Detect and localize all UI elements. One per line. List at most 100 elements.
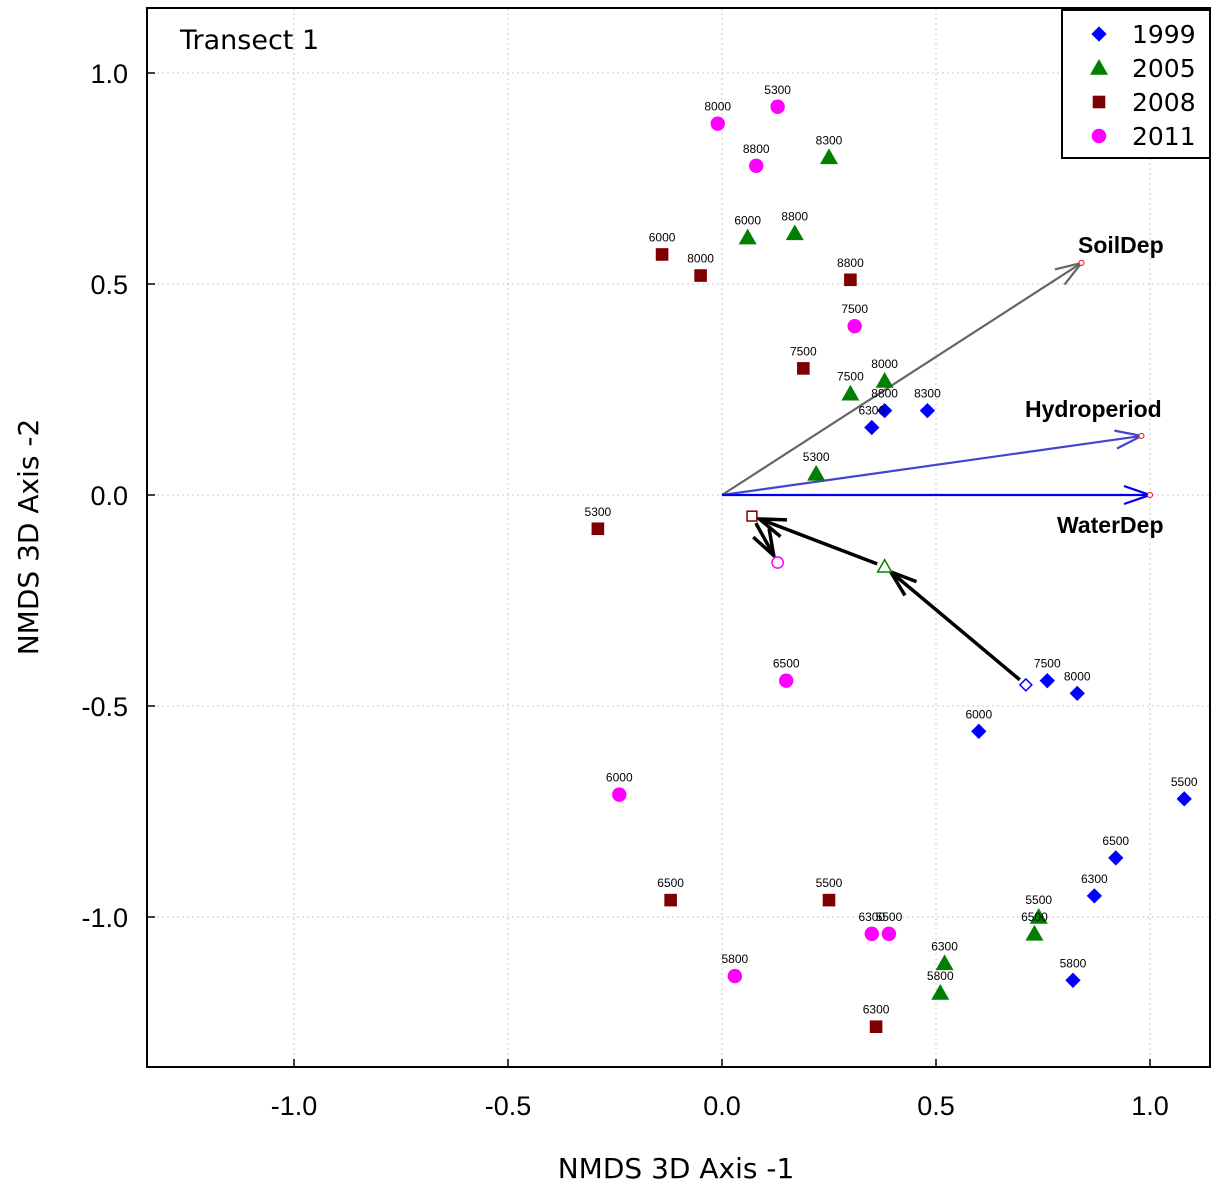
point-label-2005-5300: 5300 — [803, 450, 830, 464]
series-2011: 5300 8000 8800 7500 6500 6000 6300 5500 5800 — [606, 83, 903, 984]
point-2008-7500 — [797, 362, 810, 375]
point-2005-5300 — [807, 464, 826, 481]
point-1999-5800 — [1065, 972, 1081, 988]
axis-ticks: -1.0 -0.5 0.0 0.5 1.0 1.0 0.5 0.0 -0.5 -1.0 — [81, 59, 1168, 1121]
point-2005-5800 — [931, 983, 950, 1000]
series-2005: 8300 6000 8800 8000 7500 5300 5500 6500 6300 5800 — [734, 133, 1052, 1000]
point-label-2011-5300: 5300 — [764, 83, 791, 97]
point-2005-8800 — [785, 224, 804, 241]
point-label-2005-8000: 8000 — [871, 357, 898, 371]
centroid-marker-circle — [771, 556, 784, 569]
point-label-2005-6500: 6500 — [1021, 910, 1048, 924]
point-label-2008-7500: 7500 — [790, 344, 817, 358]
point-1999-6000 — [971, 723, 987, 739]
point-label-2005-6000: 6000 — [734, 214, 761, 228]
point-2008-5500 — [822, 893, 836, 907]
vector-waterdep-endpoint — [1147, 492, 1153, 498]
centroid-arrow-shaft — [754, 522, 776, 557]
point-2005-8300 — [820, 148, 838, 165]
point-1999-6300 — [1086, 888, 1103, 904]
vector-hydroperiod-label: Hydroperiod — [1025, 396, 1162, 422]
point-2005-6000 — [738, 228, 757, 245]
point-2011-5300 — [770, 99, 785, 114]
point-1999-5500 — [1176, 791, 1192, 807]
legend-box — [1061, 9, 1211, 159]
plot-frame — [146, 7, 1211, 1068]
centroid-trajectory — [746, 510, 1033, 692]
centroid-marker-square — [746, 510, 758, 522]
point-1999-6300 — [864, 419, 880, 436]
y-tick-label: -0.5 — [81, 692, 128, 722]
point-2008-6500 — [664, 893, 677, 907]
vector-hydroperiod-endpoint — [1138, 432, 1145, 439]
point-label-2011-7500: 7500 — [841, 302, 868, 316]
point-label-2008-8000: 8000 — [687, 252, 714, 266]
legend-marker-2011 — [1091, 128, 1107, 144]
point-1999-8000 — [1069, 685, 1085, 701]
point-label-1999-6300: 6300 — [858, 403, 885, 417]
point-2011-6500 — [779, 673, 794, 688]
point-2011-6000 — [612, 787, 627, 802]
legend-label-1999: 1999 — [1132, 20, 1196, 49]
point-2008-6000 — [655, 248, 669, 261]
legend-label-2008: 2008 — [1132, 88, 1196, 117]
x-tick-label: 0.5 — [917, 1091, 955, 1121]
point-label-2011-6000: 6000 — [606, 771, 633, 785]
point-label-1999-6000: 6000 — [965, 707, 992, 721]
point-label-2011-6500: 6500 — [773, 657, 800, 671]
x-axis-title: NMDS 3D Axis -1 — [558, 1152, 795, 1185]
point-label-2008-5300: 5300 — [585, 505, 612, 519]
centroid-arrow-shaft — [889, 570, 1021, 682]
point-2011-5800 — [727, 968, 743, 984]
y-tick-label: 0.5 — [90, 270, 128, 300]
point-2011-5500 — [881, 926, 897, 942]
point-label-2005-5500: 5500 — [1025, 893, 1052, 907]
x-tick-label: -1.0 — [271, 1091, 318, 1121]
point-2005-7500 — [841, 384, 860, 401]
point-1999-8800 — [876, 402, 893, 419]
point-label-2011-8000: 8000 — [704, 100, 731, 114]
point-2005-6300 — [935, 954, 954, 971]
point-2005-8000 — [875, 372, 894, 388]
vector-soildep-arrow-shaft — [721, 261, 1083, 496]
series-2008: 6000 8000 8800 7500 5300 6500 5500 6300 — [585, 230, 890, 1034]
y-axis-title: NMDS 3D Axis -2 — [12, 419, 45, 656]
legend-marker-2008 — [1092, 95, 1106, 109]
legend-label-2005: 2005 — [1132, 54, 1196, 83]
y-tick-label: -1.0 — [81, 903, 128, 933]
point-1999-7500 — [1039, 673, 1055, 689]
point-label-2008-5500: 5500 — [816, 876, 843, 890]
point-label-2005-7500: 7500 — [837, 370, 864, 384]
centroid-marker-diamond — [1018, 677, 1033, 692]
y-tick-label: 0.0 — [90, 481, 128, 511]
point-label-2011-5800: 5800 — [721, 952, 748, 966]
data-points: 8800 6300 8300 7500 8000 6000 5500 6500 6300 5800… — [585, 83, 1198, 1034]
point-label-2005-8300: 8300 — [816, 133, 843, 147]
point-label-2011-8800: 8800 — [743, 142, 770, 156]
legend-marker-2005 — [1090, 59, 1108, 75]
point-label-2011-5500: 5500 — [876, 910, 903, 924]
point-label-1999-5800: 5800 — [1060, 956, 1087, 970]
centroid-arrow-head — [752, 528, 777, 561]
point-2008-5300 — [591, 522, 605, 536]
point-label-1999-8300: 8300 — [914, 387, 941, 401]
centroid-marker-triangle — [876, 558, 893, 573]
point-label-2005-8800: 8800 — [781, 209, 808, 223]
vector-hydroperiod-arrow-shaft — [721, 434, 1142, 497]
point-2005-6500 — [1025, 924, 1044, 941]
point-1999-6500 — [1108, 850, 1124, 866]
point-label-1999-6300: 6300 — [1081, 872, 1108, 886]
centroid-arrow-head — [754, 517, 787, 538]
point-label-2008-6300: 6300 — [863, 1003, 890, 1017]
point-label-1999-7500: 7500 — [1034, 657, 1061, 671]
point-label-2008-6000: 6000 — [649, 230, 676, 244]
point-2011-8800 — [749, 158, 764, 174]
x-tick-label: 1.0 — [1131, 1091, 1169, 1121]
point-2011-7500 — [847, 319, 862, 334]
vector-soildep-endpoint — [1078, 259, 1085, 266]
point-2008-8800 — [844, 273, 857, 287]
point-label-1999-5500: 5500 — [1171, 775, 1198, 789]
grid-lines — [147, 8, 1210, 1067]
